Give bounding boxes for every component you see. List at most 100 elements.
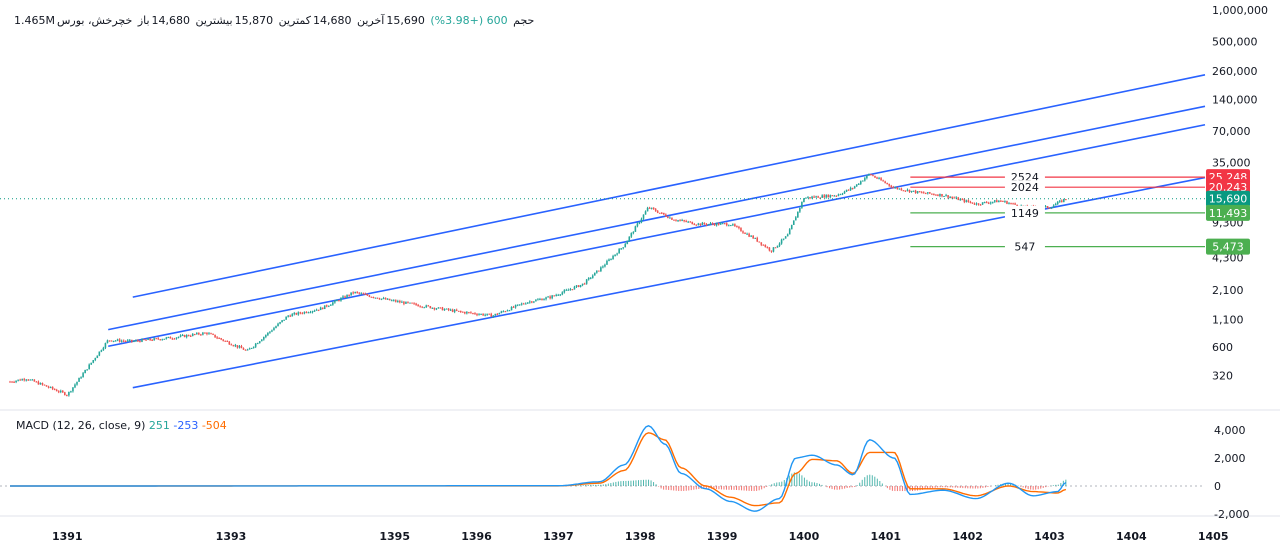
candle (969, 201, 972, 203)
level-tag (1206, 238, 1250, 255)
candle (935, 194, 937, 196)
candle (17, 379, 19, 381)
candle (744, 232, 746, 234)
price-tick-label: 260,000 (1212, 65, 1258, 78)
candle (472, 313, 474, 315)
candle (175, 337, 178, 339)
candle (581, 283, 584, 285)
candle (141, 339, 143, 342)
time-tick-label: 1400 (789, 530, 820, 543)
candle (478, 314, 480, 316)
candle (354, 291, 356, 294)
candle (435, 308, 438, 310)
candle (707, 224, 710, 226)
candle (555, 294, 558, 296)
candle (888, 183, 891, 186)
candle (143, 339, 145, 341)
candle (283, 319, 285, 321)
candle (248, 348, 251, 350)
candle (975, 203, 978, 205)
candle (853, 186, 856, 189)
candle (293, 313, 296, 315)
macd-tick-label: 4,000 (1214, 424, 1246, 437)
time-tick-label: 1405 (1198, 530, 1229, 543)
candle (464, 311, 466, 314)
candle (673, 219, 675, 221)
candle (908, 189, 911, 193)
candle (451, 309, 454, 312)
candle (254, 343, 257, 347)
candle (457, 310, 460, 312)
candle (831, 195, 834, 197)
candle (671, 217, 673, 220)
candle (979, 204, 982, 206)
candle (382, 298, 385, 300)
candle (161, 339, 164, 341)
candle (368, 295, 371, 297)
candle (340, 297, 342, 301)
candle (855, 184, 858, 187)
macd-title: MACD (12, 26, close, 9) (16, 419, 146, 432)
candle (748, 233, 750, 237)
candle (656, 211, 659, 213)
candle (273, 328, 275, 331)
candle (455, 309, 458, 311)
candle (411, 302, 413, 304)
candle (665, 214, 667, 217)
candle (616, 253, 618, 255)
candle (543, 299, 545, 301)
candle (401, 301, 403, 303)
candle (325, 305, 328, 307)
candle (287, 315, 289, 317)
candle (549, 296, 551, 299)
low-label: کمترین (278, 14, 311, 27)
candle (593, 272, 596, 276)
candle (78, 377, 80, 382)
candle (585, 279, 588, 284)
candle (931, 193, 933, 195)
candle (177, 336, 180, 338)
time-tick-label: 1404 (1116, 530, 1147, 543)
candle (963, 199, 966, 202)
candle (53, 388, 56, 390)
candle (124, 340, 127, 342)
candle (234, 345, 237, 347)
candle (1056, 201, 1059, 204)
candle (825, 194, 828, 198)
candle (624, 244, 627, 248)
candle (263, 336, 265, 340)
candle (1012, 203, 1014, 205)
candle (711, 223, 714, 225)
candle (955, 197, 958, 199)
candle (232, 345, 235, 347)
candle (25, 379, 28, 381)
level-tag-label: 11,493 (1209, 207, 1248, 220)
candle (323, 305, 326, 310)
candle (425, 305, 428, 308)
candle (145, 339, 147, 341)
candle (618, 249, 620, 254)
candle (468, 312, 470, 314)
close-value: 15,690 (386, 14, 425, 27)
level-tag-label: 15,690 (1209, 193, 1248, 206)
candle (746, 233, 748, 235)
candle (110, 340, 113, 342)
candle (880, 178, 882, 181)
candle (567, 289, 570, 291)
candle (439, 307, 442, 309)
candle (11, 381, 13, 383)
macd-tick-label: 0 (1214, 480, 1221, 493)
candle (652, 207, 655, 210)
candle (551, 295, 553, 299)
candle (181, 335, 184, 337)
candle (399, 300, 401, 303)
candle (770, 250, 773, 252)
candle (924, 193, 927, 195)
hist-value: -504 (201, 419, 227, 432)
candle (929, 192, 931, 194)
candle (837, 194, 840, 196)
candle (660, 212, 663, 214)
candle (626, 240, 629, 245)
